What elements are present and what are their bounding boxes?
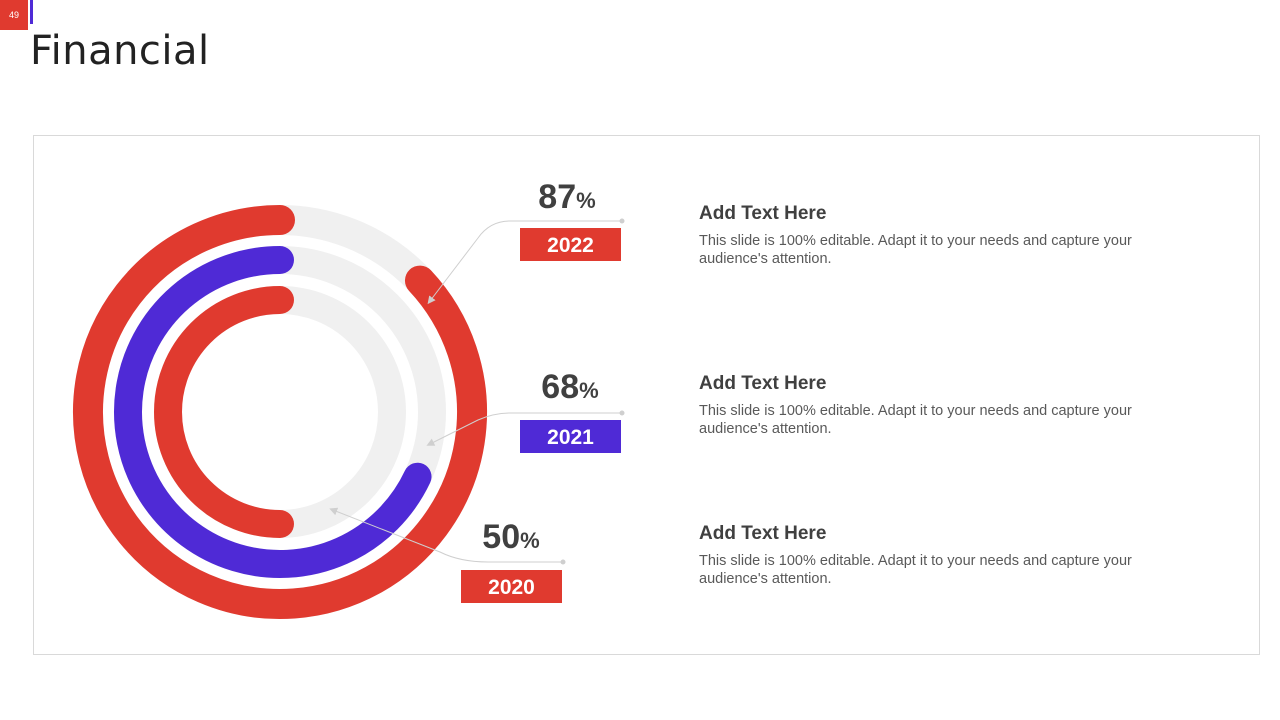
connector-line-2022	[427, 220, 622, 305]
connector-line-2021	[426, 412, 622, 446]
info-body: This slide is 100% editable. Adapt it to…	[699, 553, 1132, 587]
info-body: This slide is 100% editable. Adapt it to…	[699, 233, 1132, 267]
info-block-1: Add Text Here This slide is 100% editabl…	[699, 203, 1149, 268]
connector-dot-2020	[560, 559, 566, 565]
info-heading: Add Text Here	[699, 203, 827, 224]
connector-dot-2022	[619, 218, 625, 224]
year-badge-2022: 2022	[520, 228, 621, 261]
page-title: Financial	[30, 28, 210, 74]
content-frame	[33, 135, 1260, 655]
ring-arc-2022	[73, 205, 487, 619]
page-number-badge: 49	[0, 0, 28, 30]
info-heading: Add Text Here	[699, 373, 827, 394]
info-body: This slide is 100% editable. Adapt it to…	[699, 403, 1132, 437]
info-heading: Add Text Here	[699, 523, 827, 544]
ring-arc-2021	[114, 246, 432, 578]
value-label-2020: 50%	[482, 518, 540, 556]
connector-dot-2021	[619, 410, 625, 416]
info-block-3: Add Text Here This slide is 100% editabl…	[699, 523, 1149, 588]
value-label-2021: 68%	[541, 368, 599, 406]
year-badge-2021: 2021	[520, 420, 621, 453]
connector-line-2020	[329, 507, 563, 563]
info-block-2: Add Text Here This slide is 100% editabl…	[699, 373, 1149, 438]
accent-bar	[30, 0, 33, 24]
year-badge-2020: 2020	[461, 570, 562, 603]
value-label-2022: 87%	[538, 178, 596, 216]
ring-arc-2020	[154, 286, 294, 538]
